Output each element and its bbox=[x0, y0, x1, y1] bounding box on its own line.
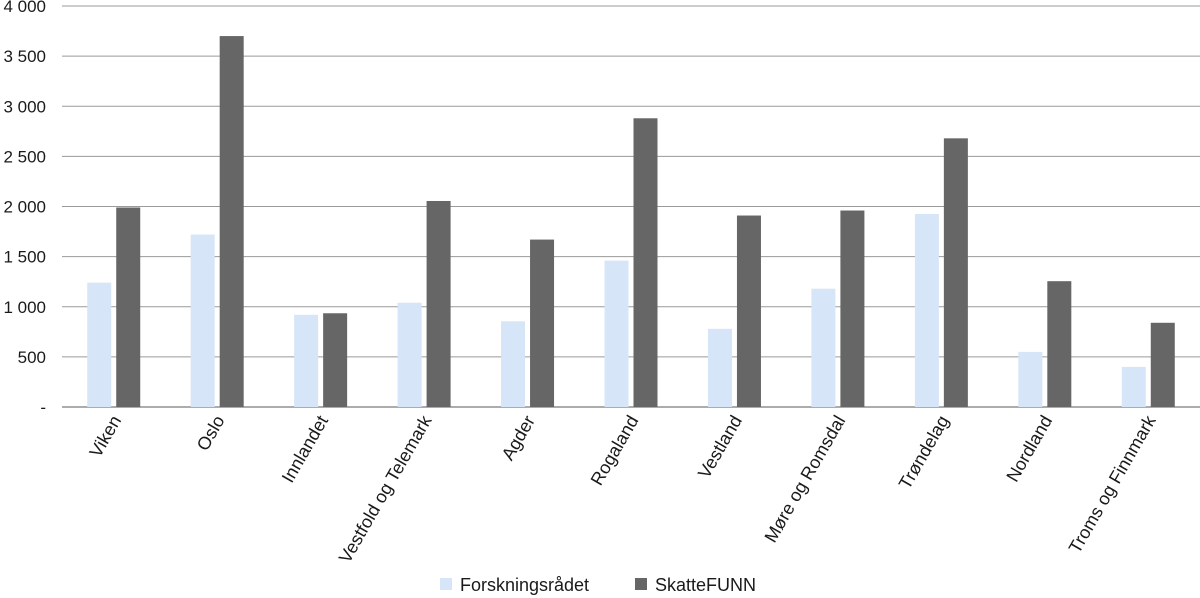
y-tick-label: 1 000 bbox=[3, 298, 46, 317]
bar-skattefunn-0 bbox=[116, 207, 141, 407]
bar-forskningsradet-8 bbox=[914, 214, 939, 407]
legend-swatch-skattefunn bbox=[635, 578, 647, 590]
x-category-label: Innlandet bbox=[278, 412, 332, 486]
x-category-label: Agder bbox=[498, 412, 539, 464]
legend-label-skattefunn: SkatteFUNN bbox=[655, 575, 756, 595]
y-tick-label: 2 500 bbox=[3, 147, 46, 166]
bar-forskningsradet-10 bbox=[1121, 366, 1146, 407]
bar-forskningsradet-6 bbox=[707, 328, 732, 407]
x-axis-labels: Viken Oslo Innlandet Vestfold og Telemark Ag… bbox=[86, 411, 1161, 566]
y-tick-label: 1 500 bbox=[3, 248, 46, 267]
x-category-label: Vestland bbox=[694, 412, 746, 482]
bar-forskningsradet-5 bbox=[604, 260, 629, 407]
gridlines bbox=[62, 5, 1200, 408]
x-category-label: Trøndelag bbox=[895, 412, 953, 492]
x-category-label: Oslo bbox=[193, 412, 229, 454]
bar-skattefunn-7 bbox=[840, 210, 865, 407]
y-tick-label: 500 bbox=[18, 348, 46, 367]
y-tick-label: - bbox=[40, 398, 46, 417]
y-axis-ticks: - 500 1 000 1 500 2 000 2 500 3 000 3 500 4 000 bbox=[3, 0, 46, 417]
bar-skattefunn-2 bbox=[323, 313, 348, 407]
x-category-label: Rogaland bbox=[587, 412, 643, 489]
bars bbox=[87, 36, 1175, 407]
y-tick-label: 4 000 bbox=[3, 0, 46, 16]
bar-skattefunn-10 bbox=[1150, 322, 1175, 407]
bar-skattefunn-6 bbox=[736, 215, 761, 407]
bar-forskningsradet-2 bbox=[294, 314, 319, 407]
bar-skattefunn-4 bbox=[530, 239, 555, 407]
legend-label-forskningsradet: Forskningsrådet bbox=[460, 575, 589, 595]
legend-swatch-forskningsradet bbox=[440, 578, 452, 590]
bar-forskningsradet-7 bbox=[811, 288, 836, 407]
bar-forskningsradet-1 bbox=[190, 234, 215, 407]
bar-forskningsradet-4 bbox=[501, 321, 526, 407]
bar-forskningsradet-9 bbox=[1018, 351, 1043, 407]
bar-skattefunn-5 bbox=[633, 118, 658, 407]
y-tick-label: 3 500 bbox=[3, 47, 46, 66]
legend: Forskningsrådet SkatteFUNN bbox=[440, 575, 756, 595]
bar-forskningsradet-3 bbox=[397, 302, 422, 407]
bar-skattefunn-9 bbox=[1047, 281, 1072, 407]
bar-skattefunn-1 bbox=[219, 36, 244, 407]
bar-forskningsradet-0 bbox=[87, 282, 112, 407]
y-tick-label: 2 000 bbox=[3, 198, 46, 217]
x-category-label: Nordland bbox=[1002, 412, 1056, 485]
x-category-label: Troms og Finnmark bbox=[1065, 411, 1161, 556]
bar-skattefunn-3 bbox=[426, 200, 451, 407]
y-tick-label: 3 000 bbox=[3, 97, 46, 116]
x-category-label: Vestfold og Telemark bbox=[335, 411, 436, 566]
bar-skattefunn-8 bbox=[943, 138, 968, 407]
x-category-label: Viken bbox=[86, 412, 126, 461]
x-category-label: Møre og Romsdal bbox=[761, 412, 850, 546]
